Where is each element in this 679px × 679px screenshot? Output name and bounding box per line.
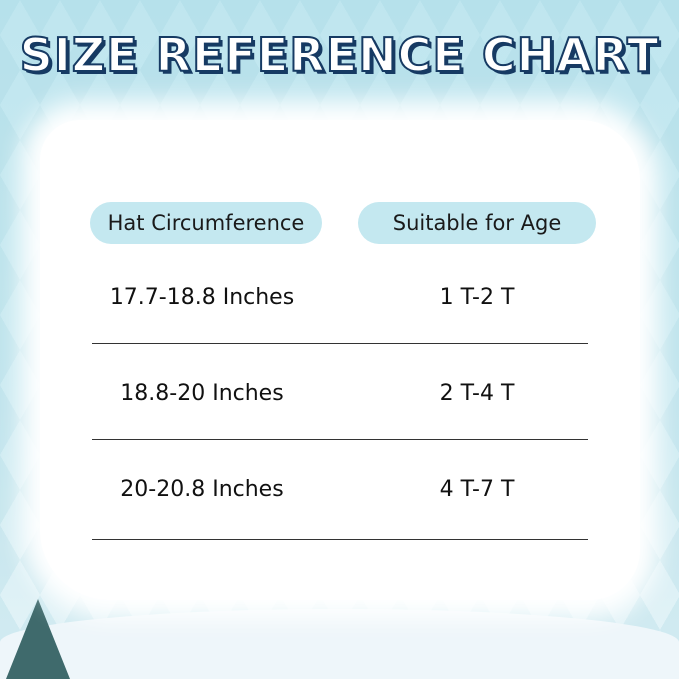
row-1-size: 17.7-18.8 Inches <box>109 285 295 310</box>
snow-ground <box>0 609 679 679</box>
header-hat-circumference: Hat Circumference <box>90 202 322 244</box>
row-divider <box>92 439 588 440</box>
row-2-age: 2 T-4 T <box>439 381 515 406</box>
header-suitable-age: Suitable for Age <box>358 202 596 244</box>
row-2-size: 18.8-20 Inches <box>120 381 284 406</box>
row-3-age: 4 T-7 T <box>439 477 515 502</box>
row-divider <box>92 343 588 344</box>
row-1-age: 1 T-2 T <box>439 285 515 310</box>
row-divider <box>92 539 588 540</box>
row-3-size: 20-20.8 Inches <box>120 477 284 502</box>
pine-tree-icon <box>6 599 70 679</box>
page-title: SIZE REFERENCE CHART <box>19 27 660 83</box>
chart-panel <box>40 120 640 600</box>
